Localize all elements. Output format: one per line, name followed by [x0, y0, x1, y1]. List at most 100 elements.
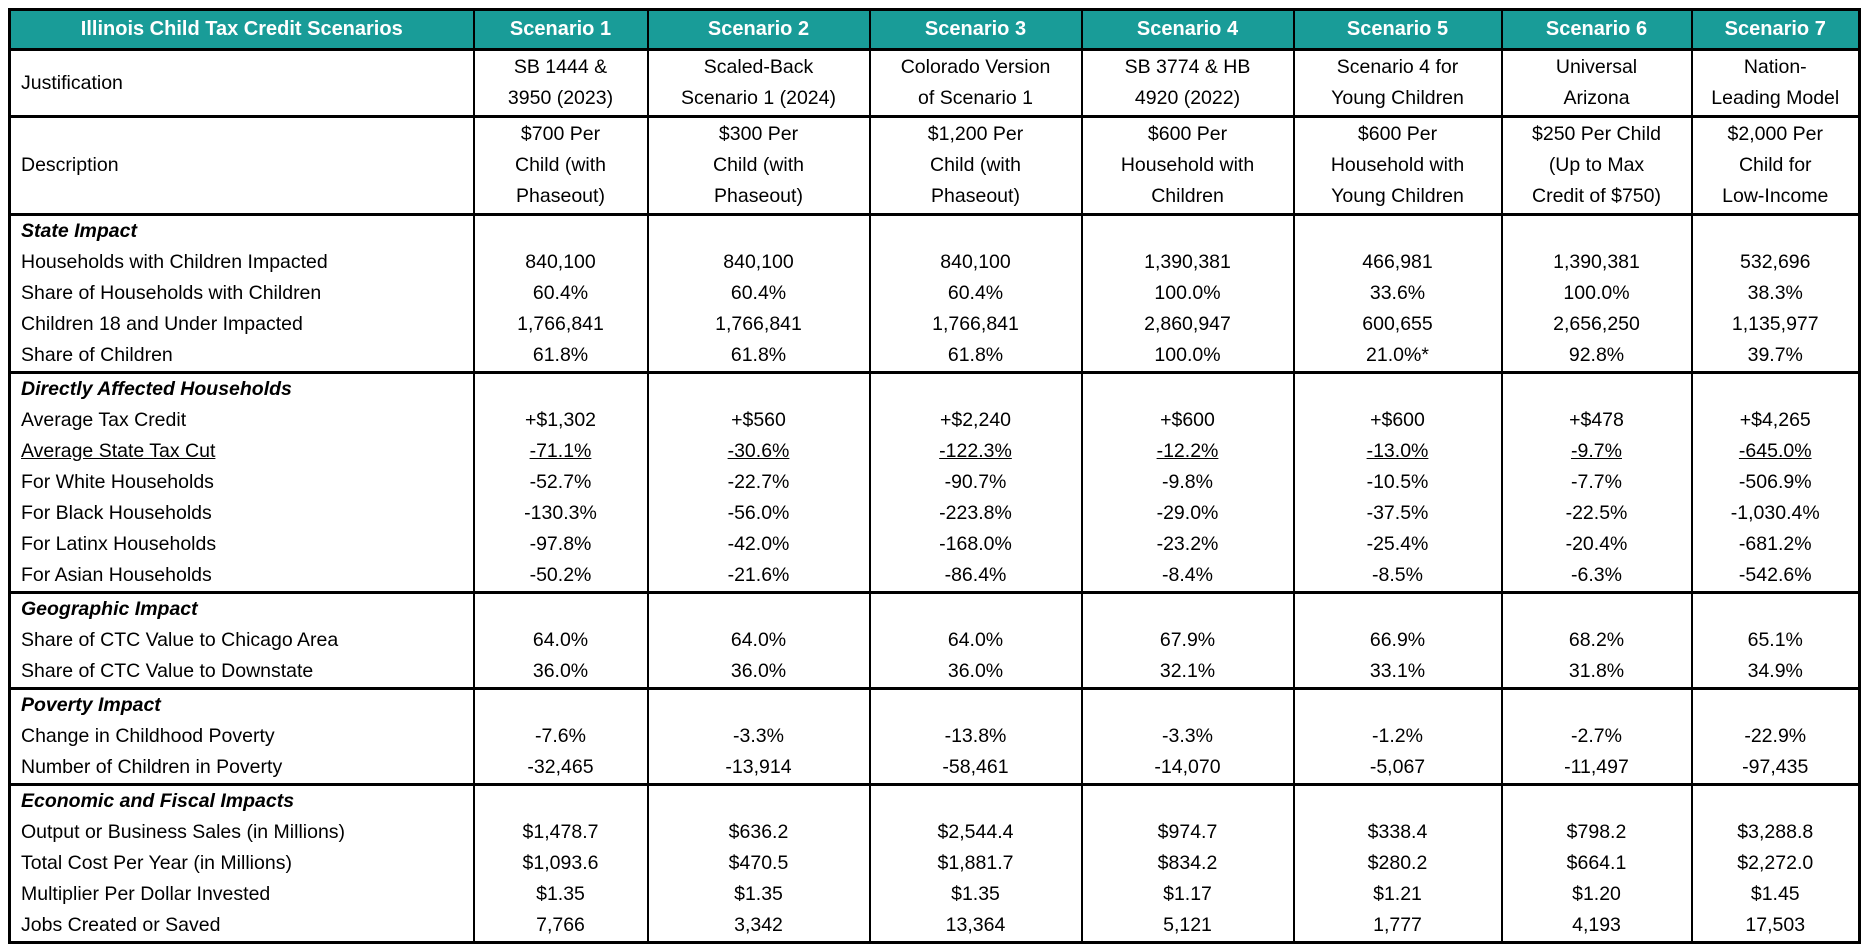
- header-row: Illinois Child Tax Credit Scenarios Scena…: [8, 9, 1861, 50]
- value-cell: $1.35: [646, 879, 871, 910]
- justification-row: Justification SB 1444 & 3950 (2023) Scaled…: [8, 49, 1861, 117]
- empty-cell: [472, 214, 649, 247]
- value-cell: -71.1%: [472, 436, 649, 467]
- value-cell: 65.1%: [1690, 625, 1861, 656]
- empty-cell: [472, 372, 649, 405]
- row-label: Average State Tax Cut: [8, 436, 475, 467]
- value-cell: -50.2%: [472, 560, 649, 593]
- empty-cell: [1080, 784, 1295, 817]
- value-cell: $798.2: [1500, 817, 1693, 848]
- value-cell: 532,696: [1690, 247, 1861, 278]
- value-cell: 60.4%: [646, 278, 871, 309]
- value-cell: 33.6%: [1292, 278, 1503, 309]
- value-cell: -7.7%: [1500, 467, 1693, 498]
- empty-cell: [472, 688, 649, 721]
- empty-cell: [1500, 214, 1693, 247]
- value-cell: +$478: [1500, 405, 1693, 436]
- value-cell: 17,503: [1690, 910, 1861, 943]
- section-title: Poverty Impact: [8, 688, 475, 721]
- value-cell: -13.8%: [868, 721, 1083, 752]
- empty-cell: [1080, 688, 1295, 721]
- section-group: Directly Affected Households Average Tax …: [8, 372, 1861, 593]
- value-cell: 5,121: [1080, 910, 1295, 943]
- value-cell: 31.8%: [1500, 656, 1693, 689]
- section-title: Economic and Fiscal Impacts: [8, 784, 475, 817]
- table-row: Change in Childhood Poverty -7.6% -3.3% -13…: [8, 721, 1861, 752]
- description-value-cell: $2,000 Per Child for Low-Income: [1690, 116, 1861, 215]
- value-cell: 60.4%: [472, 278, 649, 309]
- value-cell: -56.0%: [646, 498, 871, 529]
- value-cell: -25.4%: [1292, 529, 1503, 560]
- row-label: Number of Children in Poverty: [8, 752, 475, 785]
- row-label: Jobs Created or Saved: [8, 910, 475, 943]
- row-label: Multiplier Per Dollar Invested: [8, 879, 475, 910]
- table-row: For Black Households -130.3% -56.0% -223.8%…: [8, 498, 1861, 529]
- value-cell: $1.21: [1292, 879, 1503, 910]
- row-label: Share of Households with Children: [8, 278, 475, 309]
- row-label: Description: [8, 116, 475, 215]
- value-cell: $2,544.4: [868, 817, 1083, 848]
- table-row: Households with Children Impacted 840,100…: [8, 247, 1861, 278]
- value-cell: -22.5%: [1500, 498, 1693, 529]
- value-cell: -8.4%: [1080, 560, 1295, 593]
- empty-cell: [868, 784, 1083, 817]
- value-cell: 64.0%: [646, 625, 871, 656]
- value-cell: -12.2%: [1080, 436, 1295, 467]
- empty-cell: [646, 214, 871, 247]
- value-cell: -29.0%: [1080, 498, 1295, 529]
- table-row: Total Cost Per Year (in Millions) $1,093.…: [8, 848, 1861, 879]
- empty-cell: [1690, 372, 1861, 405]
- justification-value-cell: Scaled-Back Scenario 1 (2024): [646, 49, 871, 117]
- empty-cell: [646, 592, 871, 625]
- value-cell: -14,070: [1080, 752, 1295, 785]
- row-label: Share of CTC Value to Chicago Area: [8, 625, 475, 656]
- description-value-cell: $600 Per Household with Children: [1080, 116, 1295, 215]
- description-value-cell: $1,200 Per Child (with Phaseout): [868, 116, 1083, 215]
- table-row: Share of Households with Children 60.4% 60…: [8, 278, 1861, 309]
- scenario-header-cell: Scenario 5: [1292, 9, 1503, 50]
- value-cell: 61.8%: [472, 340, 649, 373]
- value-cell: -10.5%: [1292, 467, 1503, 498]
- value-cell: 36.0%: [472, 656, 649, 689]
- empty-cell: [1080, 592, 1295, 625]
- value-cell: 61.8%: [646, 340, 871, 373]
- value-cell: -90.7%: [868, 467, 1083, 498]
- value-cell: -9.7%: [1500, 436, 1693, 467]
- row-label: Justification: [8, 49, 475, 117]
- empty-cell: [868, 214, 1083, 247]
- value-cell: 66.9%: [1292, 625, 1503, 656]
- value-cell: 33.1%: [1292, 656, 1503, 689]
- description-group: Description $700 Per Child (with Phaseout…: [8, 116, 1861, 215]
- value-cell: 2,656,250: [1500, 309, 1693, 340]
- row-label: For White Households: [8, 467, 475, 498]
- value-cell: 100.0%: [1500, 278, 1693, 309]
- empty-cell: [1690, 214, 1861, 247]
- value-cell: -1,030.4%: [1690, 498, 1861, 529]
- value-cell: $280.2: [1292, 848, 1503, 879]
- value-cell: 1,135,977: [1690, 309, 1861, 340]
- value-cell: -681.2%: [1690, 529, 1861, 560]
- row-label: For Latinx Households: [8, 529, 475, 560]
- value-cell: +$600: [1292, 405, 1503, 436]
- value-cell: 1,390,381: [1080, 247, 1295, 278]
- section-title-row: Directly Affected Households: [8, 372, 1861, 405]
- section-title-row: Geographic Impact: [8, 592, 1861, 625]
- value-cell: $1.35: [472, 879, 649, 910]
- value-cell: 64.0%: [868, 625, 1083, 656]
- value-cell: 600,655: [1292, 309, 1503, 340]
- section-title-row: Poverty Impact: [8, 688, 1861, 721]
- table-row: Average State Tax Cut -71.1% -30.6% -122.3%…: [8, 436, 1861, 467]
- value-cell: -20.4%: [1500, 529, 1693, 560]
- empty-cell: [1080, 372, 1295, 405]
- table-row: Share of Children 61.8% 61.8% 61.8% 100.0% 21…: [8, 340, 1861, 373]
- value-cell: 1,766,841: [472, 309, 649, 340]
- value-cell: -506.9%: [1690, 467, 1861, 498]
- value-cell: -5,067: [1292, 752, 1503, 785]
- value-cell: -32,465: [472, 752, 649, 785]
- section-title-row: Economic and Fiscal Impacts: [8, 784, 1861, 817]
- empty-cell: [1292, 784, 1503, 817]
- value-cell: 21.0%*: [1292, 340, 1503, 373]
- value-cell: -3.3%: [1080, 721, 1295, 752]
- empty-cell: [1690, 784, 1861, 817]
